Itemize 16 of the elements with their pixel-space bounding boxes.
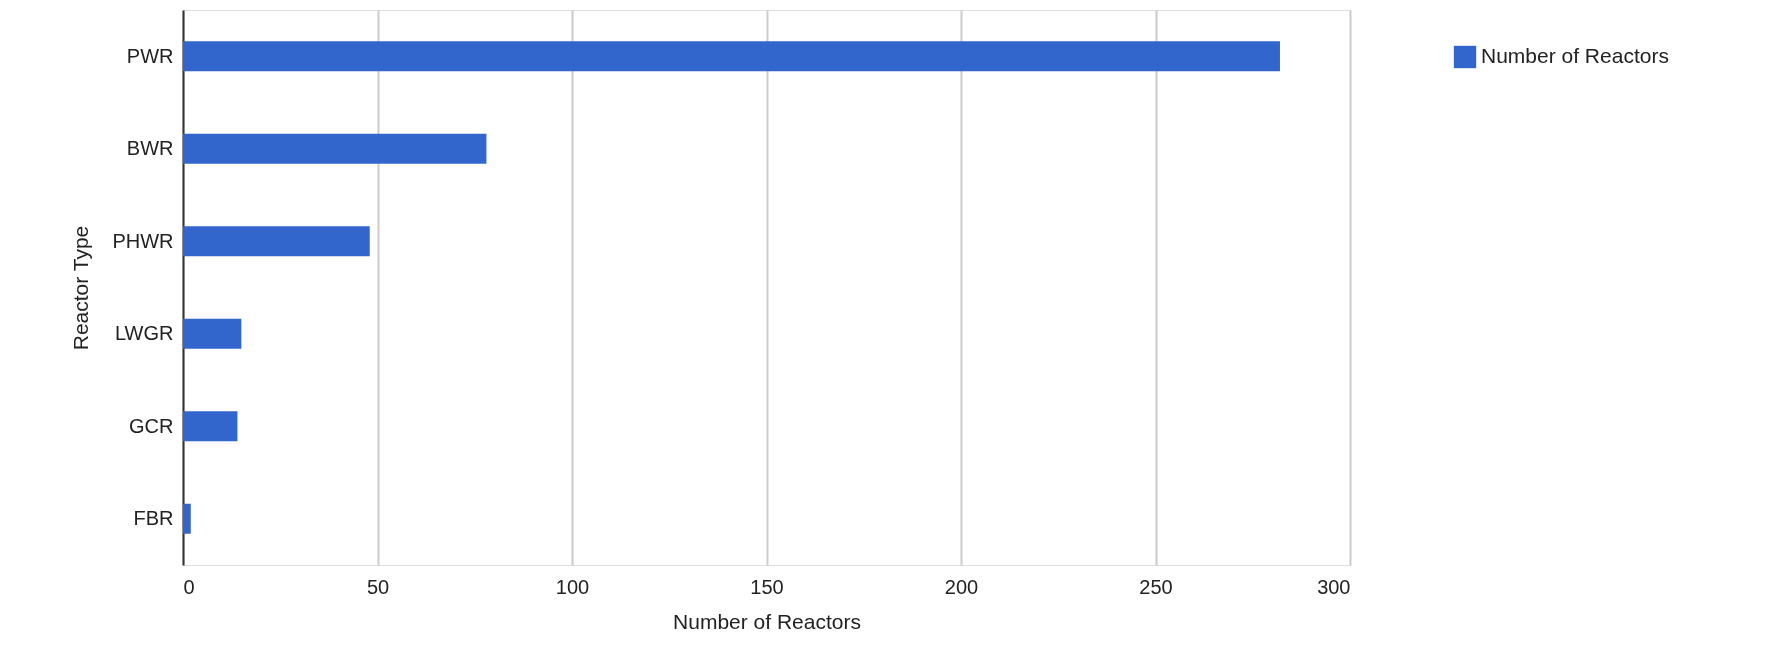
y-tick-label: BWR [126, 137, 174, 160]
y-tick-label: LWGR [114, 322, 174, 345]
x-tick-label: 200 [944, 575, 979, 598]
y-tick-label: PHWR [112, 229, 174, 252]
y-tick-label: GCR [129, 414, 174, 437]
x-tick-label: 300 [1317, 575, 1351, 598]
x-tick-label: 50 [366, 575, 390, 598]
x-tick-label: 250 [1139, 575, 1173, 598]
y-tick-label: PWR [126, 44, 174, 67]
x-tick-label: 150 [750, 575, 784, 598]
y-axis-title: Reactor Type [69, 225, 93, 351]
y-tick-label: FBR [133, 507, 174, 530]
legend-label: Number of Reactors [1481, 44, 1669, 67]
x-tick-label: 100 [555, 575, 590, 598]
x-axis-title: Number of Reactors [673, 609, 861, 633]
x-tick-label: 0 [183, 575, 195, 598]
